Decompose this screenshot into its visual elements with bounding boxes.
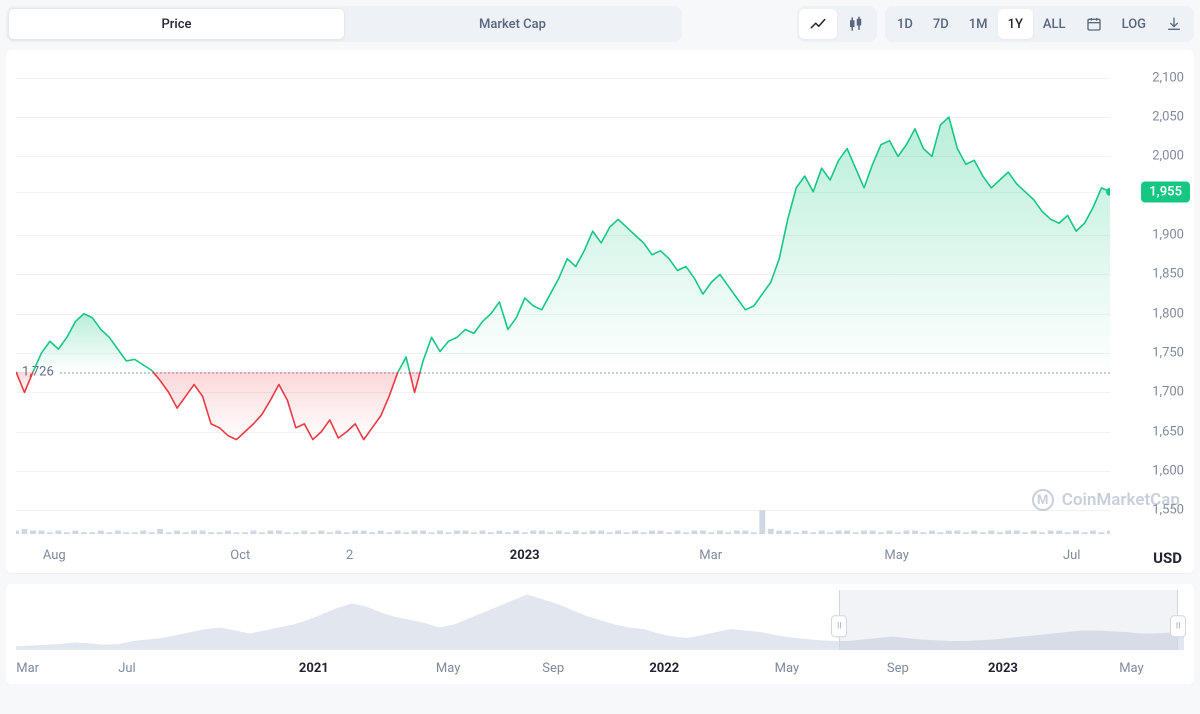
x-tick: 2023 xyxy=(510,548,540,563)
watermark: M CoinMarketCap xyxy=(1032,489,1180,511)
slider-x-tick: May xyxy=(1119,661,1143,676)
x-tick: 2 xyxy=(346,548,353,563)
watermark-text: CoinMarketCap xyxy=(1062,490,1180,510)
slider-selection[interactable] xyxy=(839,590,1178,650)
slider-x-tick: 2022 xyxy=(649,661,679,676)
y-axis: 2,100 2,050 2,000 1,955 1,900 1,850 1,800 1,750… xyxy=(1110,62,1194,533)
time-range-slider[interactable]: II II Mar Jul 2021 May Sep 2022 May Sep 2023 May xyxy=(6,584,1194,684)
watermark-logo-icon: M xyxy=(1032,489,1054,511)
range-1d[interactable]: 1D xyxy=(887,9,923,39)
candlestick-chart-icon[interactable] xyxy=(837,9,875,39)
slider-x-tick: Jul xyxy=(118,661,136,676)
y-tick: 1,800 xyxy=(1152,306,1184,321)
range-all[interactable]: ALL xyxy=(1033,9,1076,39)
line-chart-icon[interactable] xyxy=(799,9,837,39)
slider-handle[interactable]: II xyxy=(831,615,847,637)
price-line-svg xyxy=(16,62,1110,534)
chart-plot-area[interactable]: 1,726 xyxy=(16,62,1110,533)
chart-style-group xyxy=(797,6,877,42)
y-tick: 1,850 xyxy=(1152,267,1184,282)
download-icon[interactable] xyxy=(1156,9,1192,39)
y-tick: 2,000 xyxy=(1152,149,1184,164)
y-tick: 1,600 xyxy=(1152,464,1184,479)
y-tick: 1,900 xyxy=(1152,228,1184,243)
x-tick: Jul xyxy=(1063,548,1081,563)
slider-handle[interactable]: II xyxy=(1170,615,1186,637)
slider-x-tick: 2023 xyxy=(988,661,1018,676)
x-tick: Aug xyxy=(43,548,66,563)
y-tick: 1,700 xyxy=(1152,385,1184,400)
price-chart: 1,726 2,100 2,050 2,000 1,955 1,900 1,850 1,80… xyxy=(6,50,1194,574)
slider-x-tick: 2021 xyxy=(299,661,329,676)
currency-label: USD xyxy=(1153,549,1182,567)
range-1m[interactable]: 1M xyxy=(959,9,998,39)
range-7d[interactable]: 7D xyxy=(923,9,959,39)
log-scale-button[interactable]: LOG xyxy=(1112,9,1156,39)
current-price-tag: 1,955 xyxy=(1141,181,1190,202)
range-1y[interactable]: 1Y xyxy=(998,9,1033,39)
y-tick: 1,650 xyxy=(1152,424,1184,439)
tab-price[interactable]: Price xyxy=(8,8,345,40)
chart-toolbar: Price Market Cap 1D7D1M1YALL LOG xyxy=(0,0,1200,50)
y-tick: 1,750 xyxy=(1152,346,1184,361)
metric-segmented-control: Price Market Cap xyxy=(6,6,682,42)
range-and-actions-group: 1D7D1M1YALL LOG xyxy=(885,6,1194,42)
x-tick: Oct xyxy=(230,548,250,563)
slider-x-tick: Mar xyxy=(16,661,39,676)
slider-x-tick: Sep xyxy=(887,661,909,676)
y-tick: 2,050 xyxy=(1152,110,1184,125)
tab-market-cap[interactable]: Market Cap xyxy=(345,8,680,40)
slider-x-tick: May xyxy=(775,661,799,676)
slider-x-tick: May xyxy=(436,661,460,676)
y-tick: 2,100 xyxy=(1152,70,1184,85)
x-tick: May xyxy=(884,548,908,563)
slider-x-tick: Sep xyxy=(542,661,564,676)
calendar-icon[interactable] xyxy=(1076,9,1112,39)
x-tick: Mar xyxy=(699,548,722,563)
